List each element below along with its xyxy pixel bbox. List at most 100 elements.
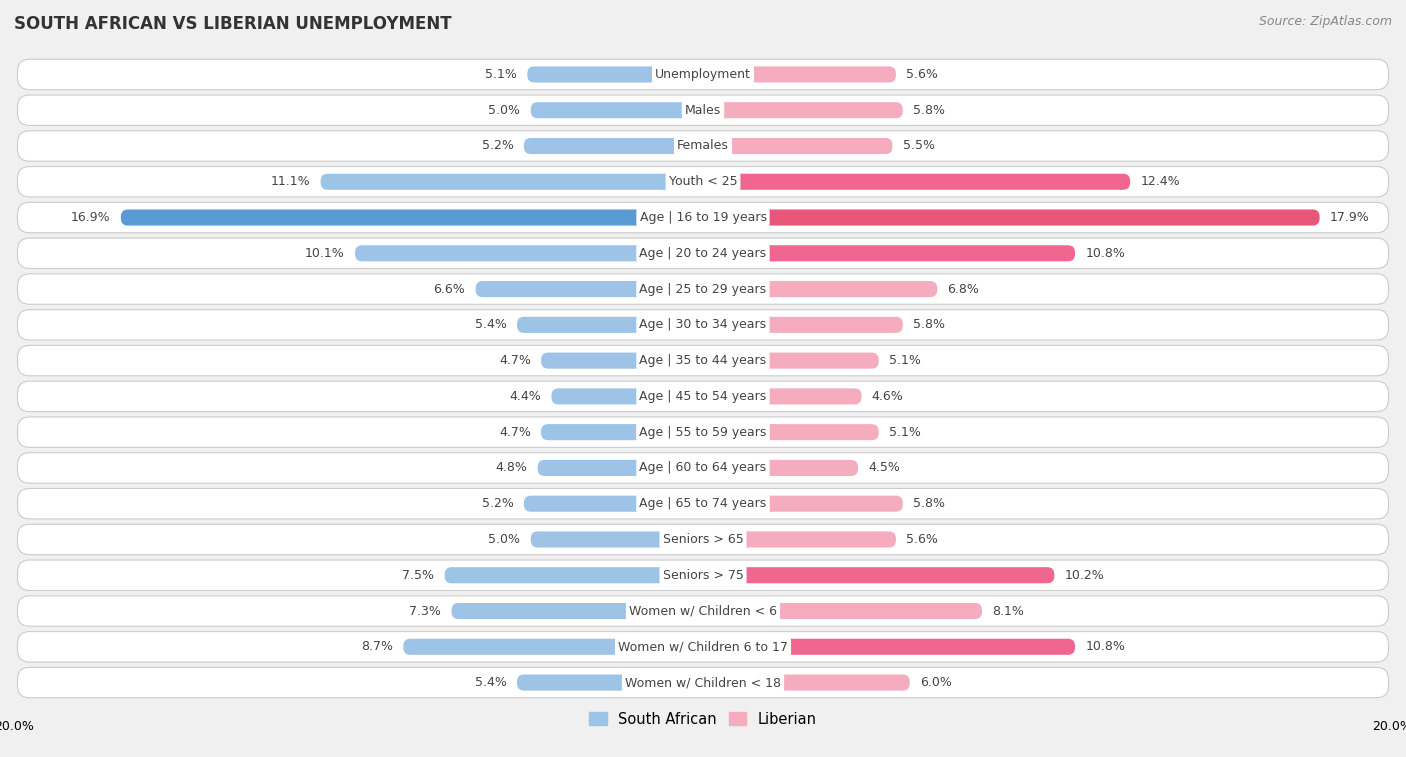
FancyBboxPatch shape bbox=[541, 424, 703, 441]
Text: Females: Females bbox=[678, 139, 728, 152]
Text: 4.6%: 4.6% bbox=[872, 390, 904, 403]
FancyBboxPatch shape bbox=[321, 173, 703, 190]
FancyBboxPatch shape bbox=[17, 382, 1389, 412]
Text: 4.7%: 4.7% bbox=[499, 354, 531, 367]
FancyBboxPatch shape bbox=[703, 388, 862, 404]
FancyBboxPatch shape bbox=[537, 460, 703, 476]
FancyBboxPatch shape bbox=[703, 316, 903, 333]
Text: 5.4%: 5.4% bbox=[475, 676, 506, 689]
FancyBboxPatch shape bbox=[703, 531, 896, 547]
Text: Age | 30 to 34 years: Age | 30 to 34 years bbox=[640, 319, 766, 332]
Text: 5.0%: 5.0% bbox=[488, 533, 520, 546]
Text: Age | 65 to 74 years: Age | 65 to 74 years bbox=[640, 497, 766, 510]
Text: 10.8%: 10.8% bbox=[1085, 247, 1125, 260]
Text: SOUTH AFRICAN VS LIBERIAN UNEMPLOYMENT: SOUTH AFRICAN VS LIBERIAN UNEMPLOYMENT bbox=[14, 15, 451, 33]
Text: 4.4%: 4.4% bbox=[509, 390, 541, 403]
Text: 5.8%: 5.8% bbox=[912, 104, 945, 117]
Text: Women w/ Children < 18: Women w/ Children < 18 bbox=[626, 676, 780, 689]
FancyBboxPatch shape bbox=[17, 596, 1389, 626]
FancyBboxPatch shape bbox=[703, 496, 903, 512]
Text: 6.0%: 6.0% bbox=[920, 676, 952, 689]
FancyBboxPatch shape bbox=[703, 245, 1076, 261]
Text: Seniors > 65: Seniors > 65 bbox=[662, 533, 744, 546]
FancyBboxPatch shape bbox=[703, 603, 981, 619]
FancyBboxPatch shape bbox=[703, 567, 1054, 584]
FancyBboxPatch shape bbox=[703, 639, 1076, 655]
Text: 5.4%: 5.4% bbox=[475, 319, 506, 332]
FancyBboxPatch shape bbox=[17, 274, 1389, 304]
Text: 8.1%: 8.1% bbox=[993, 605, 1024, 618]
Text: Age | 60 to 64 years: Age | 60 to 64 years bbox=[640, 462, 766, 475]
Text: 4.7%: 4.7% bbox=[499, 425, 531, 438]
Text: 11.1%: 11.1% bbox=[271, 176, 311, 188]
FancyBboxPatch shape bbox=[703, 281, 938, 298]
FancyBboxPatch shape bbox=[17, 345, 1389, 375]
Text: 5.1%: 5.1% bbox=[485, 68, 517, 81]
Text: 5.8%: 5.8% bbox=[912, 319, 945, 332]
FancyBboxPatch shape bbox=[703, 210, 1320, 226]
FancyBboxPatch shape bbox=[17, 167, 1389, 197]
FancyBboxPatch shape bbox=[444, 567, 703, 584]
FancyBboxPatch shape bbox=[356, 245, 703, 261]
FancyBboxPatch shape bbox=[517, 674, 703, 690]
FancyBboxPatch shape bbox=[17, 310, 1389, 340]
FancyBboxPatch shape bbox=[17, 453, 1389, 483]
FancyBboxPatch shape bbox=[551, 388, 703, 404]
FancyBboxPatch shape bbox=[703, 424, 879, 441]
Text: 6.6%: 6.6% bbox=[433, 282, 465, 295]
FancyBboxPatch shape bbox=[703, 102, 903, 118]
Text: 7.3%: 7.3% bbox=[409, 605, 441, 618]
FancyBboxPatch shape bbox=[17, 631, 1389, 662]
FancyBboxPatch shape bbox=[17, 488, 1389, 519]
Text: Age | 55 to 59 years: Age | 55 to 59 years bbox=[640, 425, 766, 438]
FancyBboxPatch shape bbox=[531, 102, 703, 118]
Text: Women w/ Children < 6: Women w/ Children < 6 bbox=[628, 605, 778, 618]
Text: 5.6%: 5.6% bbox=[907, 533, 938, 546]
Text: 5.6%: 5.6% bbox=[907, 68, 938, 81]
Text: 10.1%: 10.1% bbox=[305, 247, 344, 260]
FancyBboxPatch shape bbox=[17, 238, 1389, 269]
Text: Women w/ Children 6 to 17: Women w/ Children 6 to 17 bbox=[619, 640, 787, 653]
FancyBboxPatch shape bbox=[404, 639, 703, 655]
Text: Age | 25 to 29 years: Age | 25 to 29 years bbox=[640, 282, 766, 295]
FancyBboxPatch shape bbox=[703, 67, 896, 83]
Text: 5.1%: 5.1% bbox=[889, 354, 921, 367]
FancyBboxPatch shape bbox=[527, 67, 703, 83]
Text: 10.2%: 10.2% bbox=[1064, 569, 1105, 581]
Text: Age | 45 to 54 years: Age | 45 to 54 years bbox=[640, 390, 766, 403]
FancyBboxPatch shape bbox=[524, 496, 703, 512]
Text: 7.5%: 7.5% bbox=[402, 569, 434, 581]
Text: Seniors > 75: Seniors > 75 bbox=[662, 569, 744, 581]
Text: Males: Males bbox=[685, 104, 721, 117]
Text: 4.8%: 4.8% bbox=[495, 462, 527, 475]
Text: 4.5%: 4.5% bbox=[869, 462, 900, 475]
FancyBboxPatch shape bbox=[475, 281, 703, 298]
FancyBboxPatch shape bbox=[703, 173, 1130, 190]
Text: Age | 35 to 44 years: Age | 35 to 44 years bbox=[640, 354, 766, 367]
FancyBboxPatch shape bbox=[17, 525, 1389, 555]
Legend: South African, Liberian: South African, Liberian bbox=[583, 706, 823, 733]
Text: 5.2%: 5.2% bbox=[482, 497, 513, 510]
Text: 6.8%: 6.8% bbox=[948, 282, 980, 295]
Text: 10.8%: 10.8% bbox=[1085, 640, 1125, 653]
FancyBboxPatch shape bbox=[703, 674, 910, 690]
Text: Source: ZipAtlas.com: Source: ZipAtlas.com bbox=[1258, 15, 1392, 28]
Text: 5.8%: 5.8% bbox=[912, 497, 945, 510]
FancyBboxPatch shape bbox=[17, 560, 1389, 590]
FancyBboxPatch shape bbox=[531, 531, 703, 547]
FancyBboxPatch shape bbox=[703, 460, 858, 476]
Text: 8.7%: 8.7% bbox=[361, 640, 392, 653]
FancyBboxPatch shape bbox=[17, 417, 1389, 447]
FancyBboxPatch shape bbox=[17, 668, 1389, 698]
Text: Age | 20 to 24 years: Age | 20 to 24 years bbox=[640, 247, 766, 260]
FancyBboxPatch shape bbox=[517, 316, 703, 333]
FancyBboxPatch shape bbox=[17, 95, 1389, 126]
Text: 5.5%: 5.5% bbox=[903, 139, 935, 152]
FancyBboxPatch shape bbox=[703, 138, 893, 154]
Text: Age | 16 to 19 years: Age | 16 to 19 years bbox=[640, 211, 766, 224]
Text: 16.9%: 16.9% bbox=[70, 211, 111, 224]
Text: 17.9%: 17.9% bbox=[1330, 211, 1369, 224]
FancyBboxPatch shape bbox=[703, 353, 879, 369]
FancyBboxPatch shape bbox=[17, 59, 1389, 89]
Text: 5.1%: 5.1% bbox=[889, 425, 921, 438]
